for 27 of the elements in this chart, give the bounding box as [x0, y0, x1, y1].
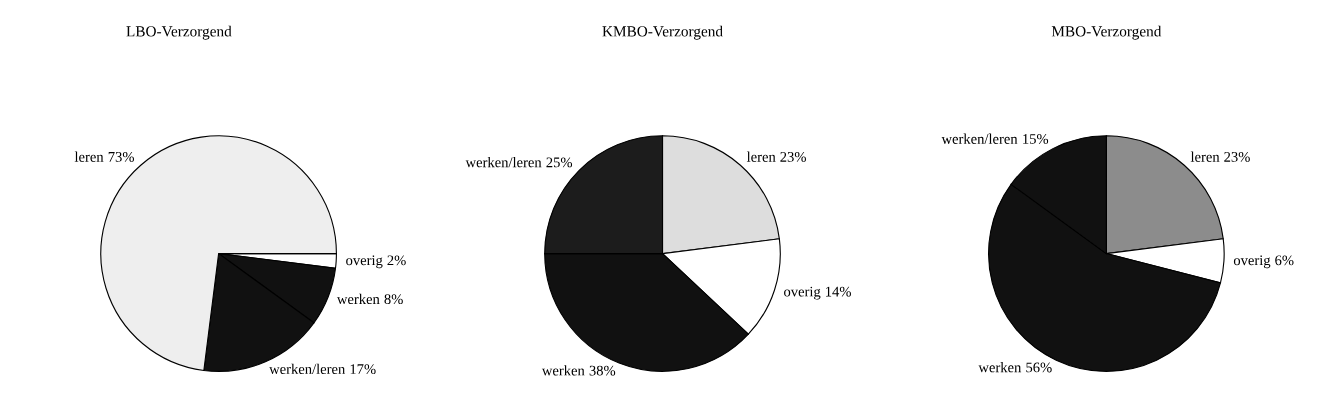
slice-label: werken	[336, 293, 380, 305]
slice-label: overig	[784, 286, 821, 300]
data-label: 38%	[589, 365, 616, 376]
slice-label: overig	[1233, 255, 1271, 269]
data-label: 23%	[780, 151, 806, 162]
data-label: 14%	[826, 286, 851, 297]
slice-label: werken	[978, 362, 1022, 373]
data-label: 73%	[108, 151, 134, 162]
data-label: 15%	[1023, 134, 1049, 144]
data-label: 23%	[1224, 151, 1250, 162]
slice-label: werken/leren	[941, 133, 1018, 144]
slice-label: werken	[541, 365, 585, 376]
slice-label: leren	[1190, 151, 1220, 162]
slice-label: leren	[746, 151, 776, 162]
data-label: 6%	[1275, 255, 1294, 266]
slice-label: overig	[346, 255, 383, 269]
data-label: 17%	[350, 364, 376, 375]
data-label: 25%	[546, 157, 573, 168]
slice-label: werken/leren	[269, 363, 346, 374]
chart-title: LBO-Verzorgend	[126, 25, 232, 40]
data-label: 8%	[384, 294, 403, 305]
chart-title: KMBO-Verzorgend	[602, 25, 723, 40]
slice-label: werken/leren	[465, 157, 542, 168]
data-label: 2%	[387, 255, 406, 266]
data-label: 56%	[1026, 362, 1052, 373]
slice-label: leren	[74, 151, 104, 162]
chart-title: MBO-Verzorgend	[1051, 25, 1162, 40]
